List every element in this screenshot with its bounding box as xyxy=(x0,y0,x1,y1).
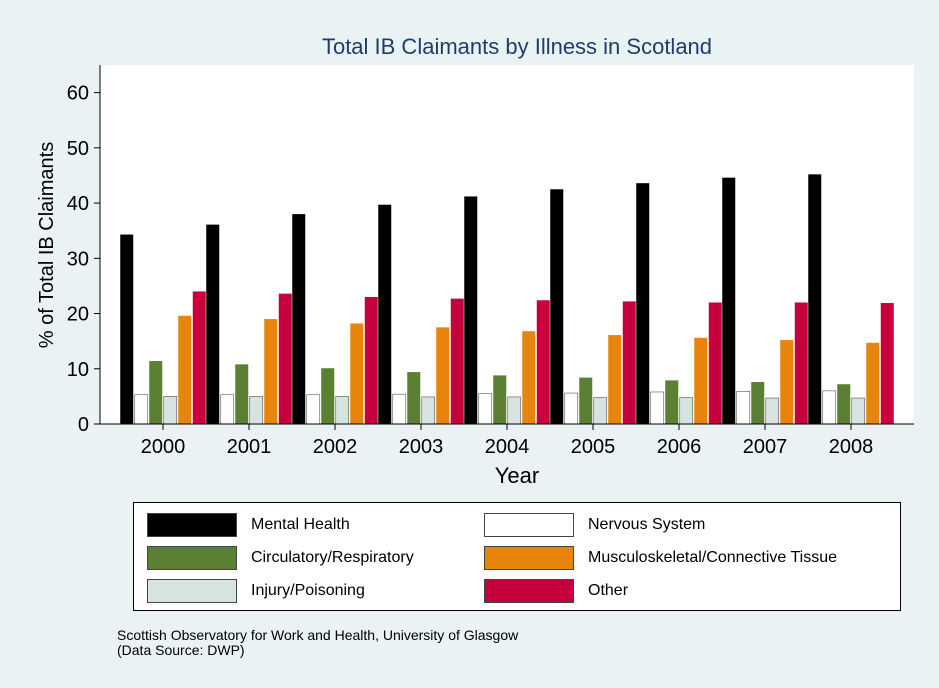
legend-label: Nervous System xyxy=(588,516,706,533)
source-note-line1: Scottish Observatory for Work and Health… xyxy=(117,627,519,643)
bar-nervous-system-2008 xyxy=(822,390,837,425)
y-tick-label: 10 xyxy=(67,359,89,381)
plot-area xyxy=(100,65,914,424)
x-tick-label: 2004 xyxy=(485,436,530,458)
bar-mental-health-2002 xyxy=(292,214,306,424)
x-tick-label: 2006 xyxy=(657,436,702,458)
legend-item-nervous-system: Nervous System xyxy=(484,512,705,538)
bar-musculoskeletal-connective-tissue-2002 xyxy=(350,323,364,424)
bar-other-2006 xyxy=(708,302,722,424)
legend-swatch-musculoskeletal xyxy=(484,546,574,570)
bar-other-2003 xyxy=(450,298,464,424)
bar-injury-poisoning-2002 xyxy=(335,396,350,425)
bar-injury-poisoning-2003 xyxy=(421,396,436,425)
legend-item-other: Other xyxy=(484,578,628,604)
bar-other-2000 xyxy=(192,291,206,424)
x-tick-label: 2003 xyxy=(399,436,444,458)
bar-musculoskeletal-connective-tissue-2008 xyxy=(866,342,880,424)
bar-injury-poisoning-2008 xyxy=(851,397,866,425)
bar-mental-health-2000 xyxy=(120,234,134,424)
legend-label: Circulatory/Respiratory xyxy=(251,549,414,566)
y-tick-label: 30 xyxy=(67,248,89,270)
y-tick-label: 60 xyxy=(67,83,89,105)
bar-nervous-system-2005 xyxy=(564,392,579,425)
bar-mental-health-2003 xyxy=(378,204,392,424)
bar-nervous-system-2004 xyxy=(478,393,493,425)
legend-swatch-circulatory-respiratory xyxy=(147,546,237,570)
legend-swatch-injury-poisoning xyxy=(147,579,237,603)
bar-mental-health-2005 xyxy=(550,189,564,424)
bars-layer xyxy=(120,174,894,425)
bar-musculoskeletal-connective-tissue-2004 xyxy=(522,331,536,424)
chart-title: Total IB Claimants by Illness in Scotlan… xyxy=(322,34,712,59)
bar-nervous-system-2002 xyxy=(306,394,321,425)
bar-circulatory-respiratory-2003 xyxy=(407,372,421,424)
bar-injury-poisoning-2000 xyxy=(163,396,178,425)
bar-circulatory-respiratory-2005 xyxy=(579,377,593,424)
chart-svg: Total IB Claimants by Illness in Scotlan… xyxy=(36,34,914,488)
x-tick-label: 2007 xyxy=(743,436,788,458)
bar-circulatory-respiratory-2002 xyxy=(321,368,335,424)
bar-circulatory-respiratory-2007 xyxy=(751,382,765,424)
bar-mental-health-2004 xyxy=(464,196,478,424)
y-tick-label: 0 xyxy=(78,414,89,436)
bar-injury-poisoning-2004 xyxy=(507,396,522,425)
bar-musculoskeletal-connective-tissue-2000 xyxy=(178,315,192,424)
bar-circulatory-respiratory-2004 xyxy=(493,375,507,424)
legend-item-injury-poisoning: Injury/Poisoning xyxy=(147,578,365,604)
legend-label: Injury/Poisoning xyxy=(251,582,365,599)
bar-nervous-system-2003 xyxy=(392,393,407,425)
x-tick-label: 2000 xyxy=(141,436,186,458)
axes-layer: 2000 2001 2002 2003 2004 2005 2006 2007 2008 0 10 2… xyxy=(67,65,914,458)
bar-circulatory-respiratory-2008 xyxy=(837,384,851,424)
bar-musculoskeletal-connective-tissue-2007 xyxy=(780,340,794,424)
legend-label: Other xyxy=(588,582,629,599)
bar-musculoskeletal-connective-tissue-2001 xyxy=(264,319,278,424)
bar-other-2008 xyxy=(880,303,894,424)
bar-other-2002 xyxy=(364,296,378,424)
legend: Mental Health Nervous System Circulatory… xyxy=(133,502,901,611)
legend-swatch-nervous-system xyxy=(484,513,574,537)
bar-other-2007 xyxy=(794,302,808,424)
legend-label: Mental Health xyxy=(251,516,350,533)
source-note-line2: (Data Source: DWP) xyxy=(117,642,245,658)
legend-item-musculoskeletal: Musculoskeletal/Connective Tissue xyxy=(484,545,837,571)
y-tick-label: 50 xyxy=(67,138,89,160)
bar-nervous-system-2007 xyxy=(736,391,751,425)
bar-mental-health-2007 xyxy=(722,177,736,424)
bar-circulatory-respiratory-2006 xyxy=(665,380,679,424)
x-tick-label: 2005 xyxy=(571,436,616,458)
bar-other-2001 xyxy=(278,293,292,424)
legend-item-circulatory-respiratory: Circulatory/Respiratory xyxy=(147,545,414,571)
bar-nervous-system-2000 xyxy=(134,394,149,425)
y-tick-label: 40 xyxy=(67,193,89,215)
bar-injury-poisoning-2005 xyxy=(593,397,608,425)
x-tick-label: 2001 xyxy=(227,436,272,458)
legend-item-mental-health: Mental Health xyxy=(147,512,350,538)
bar-musculoskeletal-connective-tissue-2005 xyxy=(608,335,622,424)
legend-label: Musculoskeletal/Connective Tissue xyxy=(588,549,838,566)
bar-musculoskeletal-connective-tissue-2003 xyxy=(436,327,450,424)
bar-other-2004 xyxy=(536,300,550,424)
legend-swatch-mental-health xyxy=(147,513,237,537)
bar-mental-health-2008 xyxy=(808,174,822,424)
legend-swatch-other xyxy=(484,579,574,603)
x-axis-label: Year xyxy=(495,463,539,488)
bar-nervous-system-2006 xyxy=(650,391,665,425)
x-tick-label: 2002 xyxy=(313,436,358,458)
bar-injury-poisoning-2007 xyxy=(765,397,780,425)
bar-injury-poisoning-2001 xyxy=(249,396,264,425)
y-tick-label: 20 xyxy=(67,304,89,326)
bar-nervous-system-2001 xyxy=(220,394,235,425)
bar-circulatory-respiratory-2001 xyxy=(235,364,249,424)
bar-other-2005 xyxy=(622,301,636,424)
bar-musculoskeletal-connective-tissue-2006 xyxy=(694,337,708,424)
x-tick-label: 2008 xyxy=(829,436,874,458)
bar-injury-poisoning-2006 xyxy=(679,397,694,425)
bar-mental-health-2006 xyxy=(636,183,650,424)
bar-circulatory-respiratory-2000 xyxy=(149,361,163,424)
y-axis-label: % of Total IB Claimants xyxy=(36,142,58,348)
bar-mental-health-2001 xyxy=(206,224,220,424)
